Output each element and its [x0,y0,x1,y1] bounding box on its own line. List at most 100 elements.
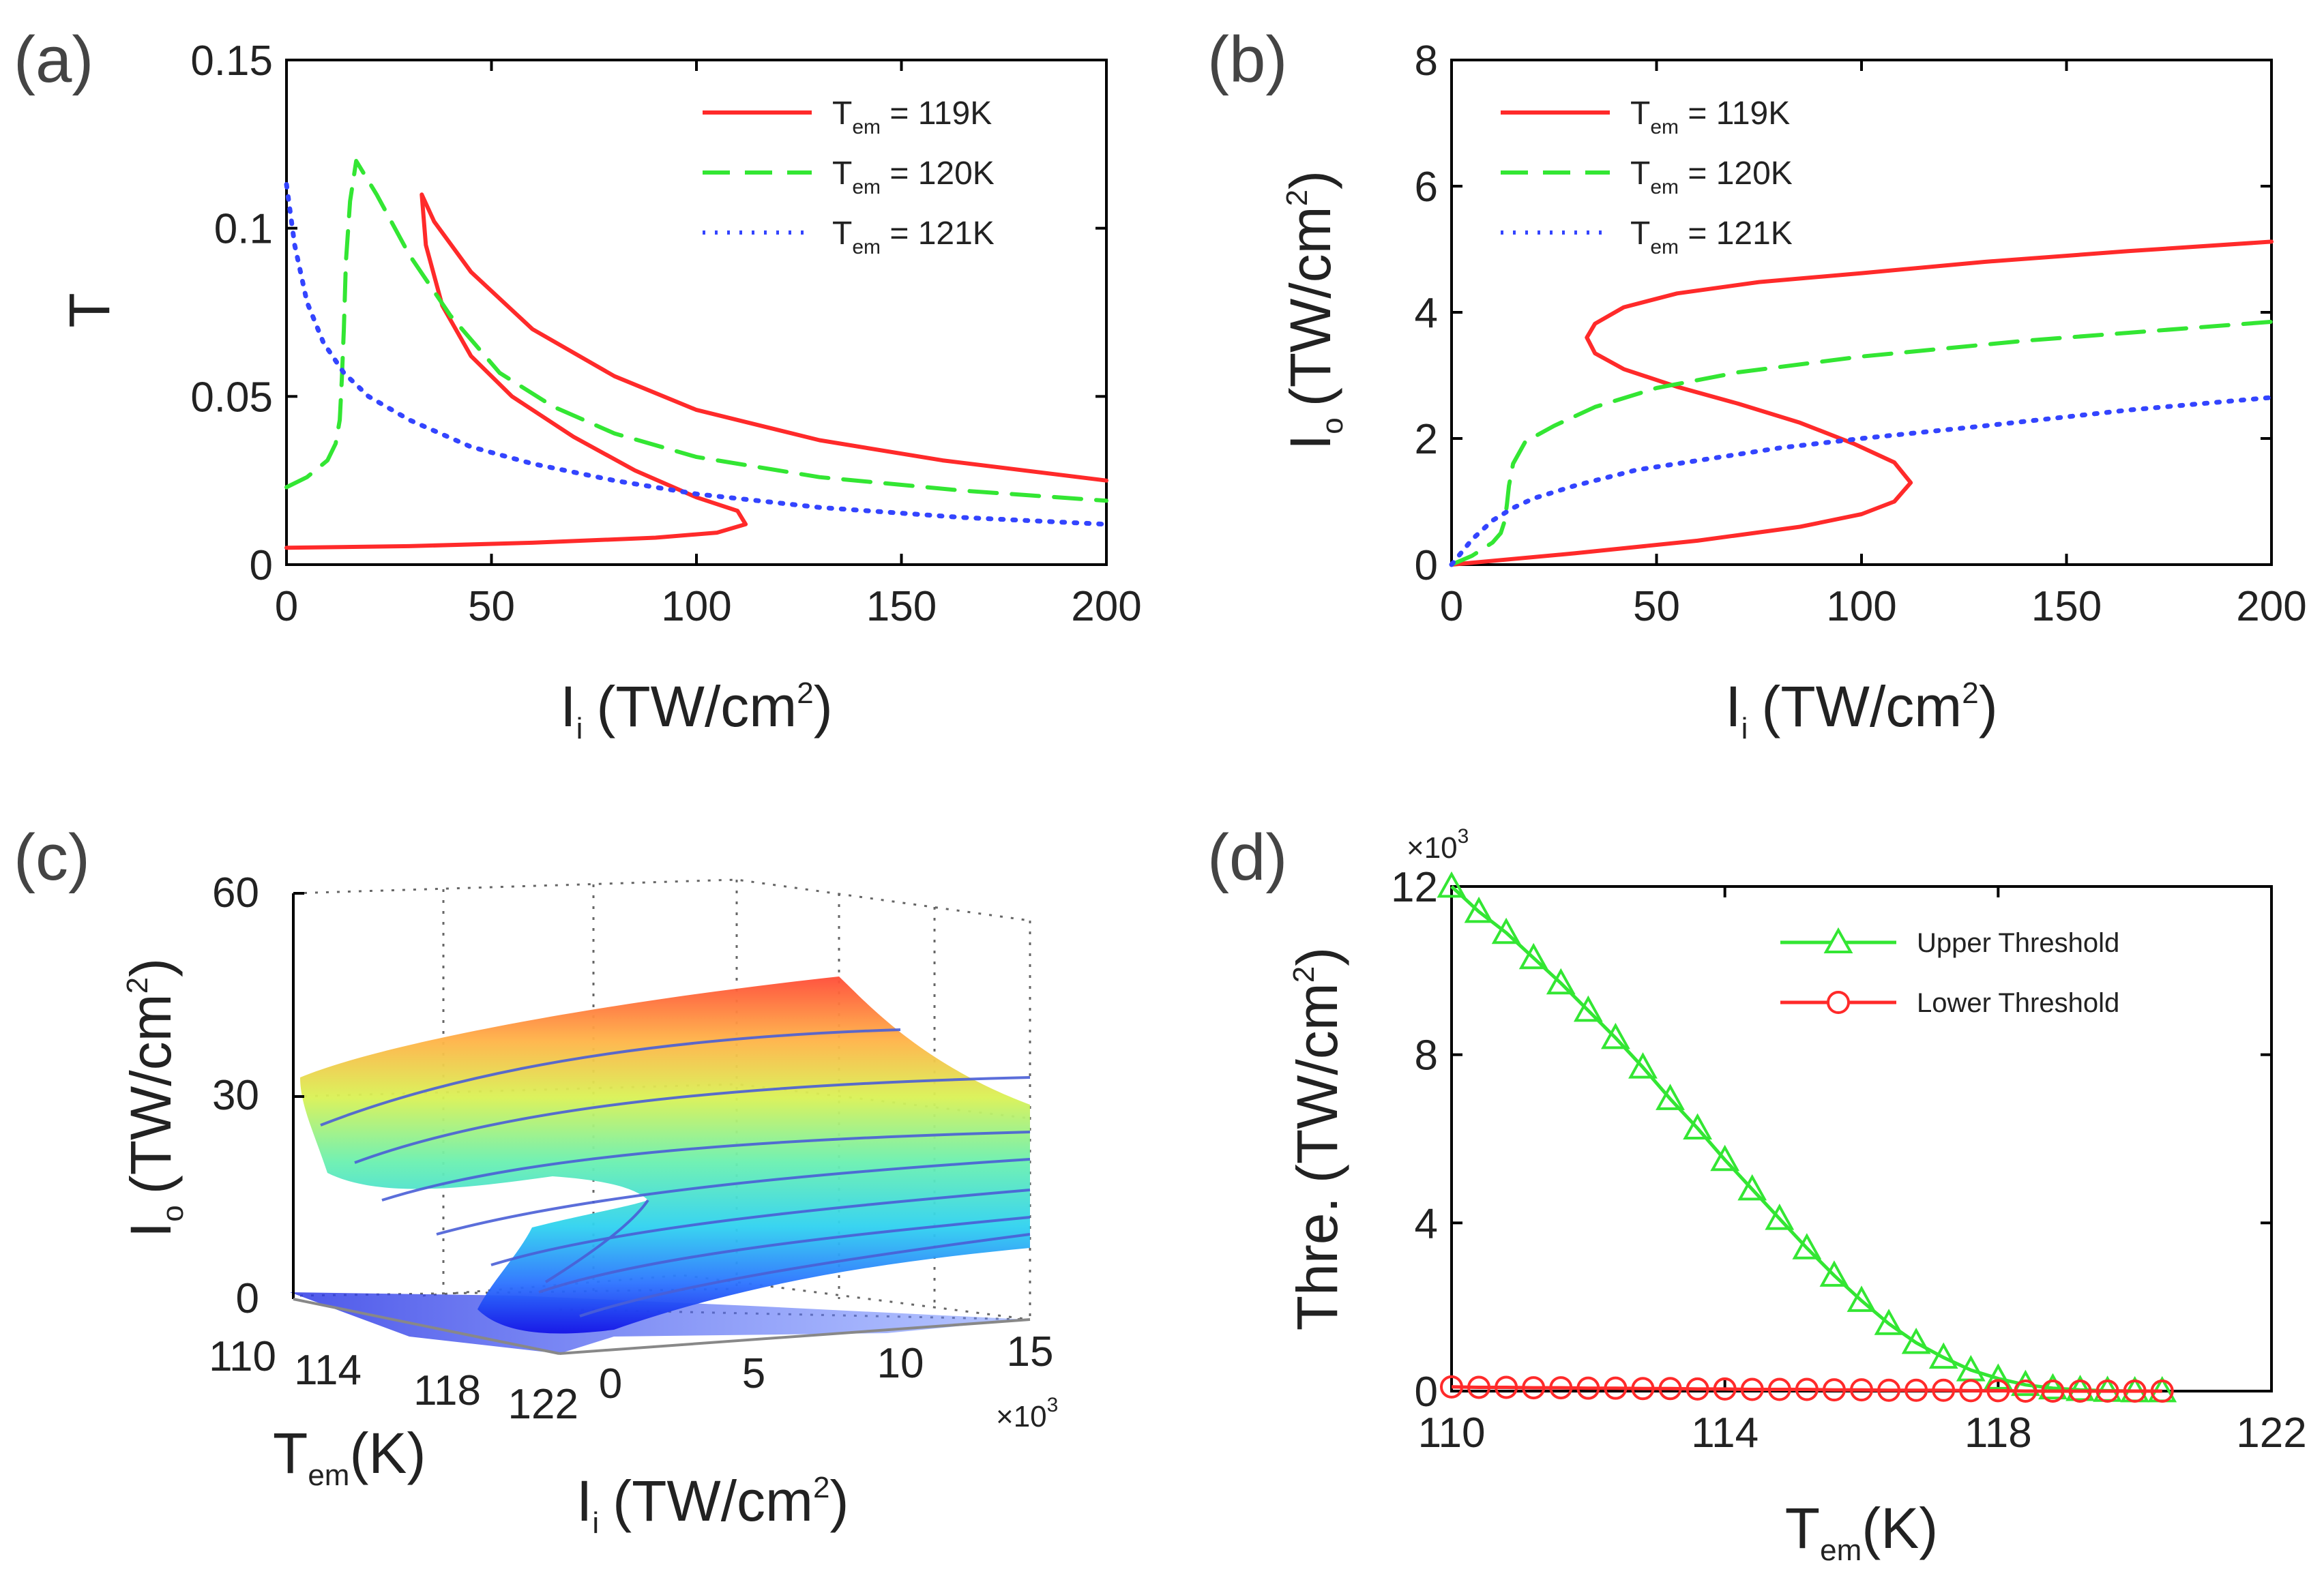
panel-b-x-tick-label: 50 [1633,583,1680,630]
panel-d-marker-circle [1822,1378,1846,1402]
panel-d-marker-circle [1986,1379,2010,1403]
panel-a-x-tick-label: 200 [1071,583,1141,630]
panel-c-x-ticks: 0 5 10 15 [599,1328,1054,1407]
panel-a-y-tick-label: 0.15 [190,38,273,85]
panel-a-series [284,159,1109,550]
panel-d-axes-box [1450,885,2273,1392]
panel-a-y-tick-label: 0.1 [214,206,273,253]
panel-d-legend-marker [1823,927,1853,953]
panel-b-x-tick-label: 200 [2236,583,2306,630]
panel-a-y-ticks: 0 0.05 0.1 0.15 [190,38,1106,589]
panel-b-series-line-2 [1449,395,2274,567]
panel-d-marker-triangle [1518,942,1548,970]
panel-d-marker-circle [1440,1375,1463,1399]
panel-d-marker-circle [2095,1380,2119,1403]
panel-b-y-ticks: 0 2 4 6 8 [1415,38,2271,589]
panel-a-x-tick-label: 0 [275,583,298,630]
panel-d-marker-circle [1795,1377,1819,1401]
panel-d-x-axis-label: Tem(K) [1785,1496,1938,1567]
panel-c-y-axis [293,1298,560,1355]
panel-b-y-tick-label: 6 [1415,164,1438,211]
panel-a-series-line-2 [284,182,1109,527]
panel-d-y-multiplier: ×103 [1407,825,1469,865]
panel-b: (b) 0 50 100 150 200 0 2 4 6 8 Io(TW/cm2) Ii (TW/… [1207,23,2307,745]
panel-d-marker-triangle [1491,917,1521,944]
panel-d-y-ticks: 0 4 8 12 [1391,864,2271,1416]
panel-d-y-axis-label: Thre.(TW/cm2) [1285,947,1349,1330]
panel-d-y-tick-label: 0 [1415,1369,1438,1416]
panel-c-floor-surface [290,1292,1027,1354]
panel-a-legend-label: Tem = 119K [832,95,992,138]
panel-d-marker-triangle [1546,968,1576,995]
panel-d-marker-triangle [1928,1342,1958,1369]
panel-b-x-tick-label: 100 [1826,583,1896,630]
panel-c-x-tick: 0 [599,1360,622,1407]
panel-d-x-tick-label: 122 [2236,1410,2306,1457]
panel-a-legend: Tem = 119K Tem = 120K Tem = 121K [703,95,995,258]
panel-a-y-axis-label: T [57,293,121,327]
panel-a-x-tick-label: 100 [661,583,731,630]
panel-d-marker-triangle [1601,1022,1630,1049]
panel-a-series-line-1 [284,159,1108,503]
panel-a: (a) 0 50 100 150 200 0 0.05 0.1 0.15 T Ii (TW/cm… [14,23,1142,745]
panel-d-marker-circle [2041,1380,2065,1403]
panel-d-marker-triangle [1765,1204,1795,1230]
panel-d-marker-triangle [1737,1174,1767,1201]
panel-d-marker-circle [1658,1377,1682,1401]
panel-d-marker-circle [1549,1376,1573,1400]
panel-d-marker-triangle [1983,1363,2013,1390]
panel-b-y-tick-label: 8 [1415,38,1438,85]
panel-d-marker-triangle [1683,1113,1712,1139]
panel-a-label: (a) [14,23,93,96]
panel-d-marker-circle [1576,1376,1600,1400]
panel-d-y-tick-label: 4 [1415,1200,1438,1247]
panel-d-marker-circle [1522,1376,1546,1400]
panel-d: (d) ×103 110 114 118 122 0 4 8 12 Thre.(TW/cm2… [1207,821,2307,1567]
panel-c-x-axis [559,1318,1031,1355]
panel-b-legend-label: Tem = 120K [1630,155,1793,198]
panel-a-x-tick-label: 50 [468,583,515,630]
panel-c: (c) [14,821,1058,1540]
panel-d-marker-circle [2123,1380,2147,1403]
panel-b-series-line-0 [1450,239,2274,567]
panel-c-y-tick: 118 [413,1367,481,1414]
panel-d-marker-triangle [1819,1260,1849,1287]
panel-a-axes-box [285,59,1108,566]
panel-b-legend-label: Tem = 121K [1630,215,1793,258]
panel-d-marker-triangle [1710,1144,1740,1172]
panel-b-series [1449,239,2274,567]
panel-a-y-tick-label: 0.05 [190,374,273,421]
panel-d-marker-triangle [1792,1233,1822,1259]
panel-c-x-tick: 5 [742,1350,765,1397]
panel-d-series-line-0 [1450,885,2162,1393]
panel-d-marker-triangle [1656,1084,1685,1110]
panel-d-marker-circle [1850,1378,1873,1402]
panel-b-series-line-1 [1450,319,2274,567]
panel-b-label: (b) [1207,23,1287,96]
panel-c-contour-line [354,1076,1031,1164]
panel-c-y-ticks: 110 114 118 122 [209,1333,578,1428]
panel-c-x-axis-label: Ii (TW/cm2) [576,1469,849,1540]
panel-d-marker-circle [1686,1377,1709,1401]
panel-a-x-tick-label: 150 [866,583,937,630]
panel-d-marker-circle [1767,1377,1791,1401]
panel-d-label: (d) [1207,821,1287,894]
panel-b-y-tick-label: 2 [1415,416,1438,463]
panel-b-x-tick-label: 0 [1440,583,1463,630]
panel-d-marker-circle [1740,1377,1764,1401]
panel-b-y-axis-label: Io(TW/cm2) [1278,170,1349,450]
panel-d-marker-circle [1713,1377,1737,1401]
panel-d-series [1437,871,2177,1403]
panel-d-marker-circle [1604,1376,1628,1400]
panel-d-marker-circle [2150,1380,2174,1403]
panel-b-axes-box [1450,59,2273,566]
panel-c-contour-line [320,1028,901,1127]
panel-d-marker-circle [1959,1379,1983,1403]
panel-d-x-ticks: 110 114 118 122 [1418,886,2307,1457]
panel-d-marker-triangle [1901,1327,1931,1354]
panel-d-marker-triangle [1437,871,1467,898]
panel-c-y-tick: 122 [508,1381,578,1428]
panel-b-legend: Tem = 119K Tem = 120K Tem = 121K [1501,95,1793,258]
panel-c-contour-line [579,1233,1031,1317]
